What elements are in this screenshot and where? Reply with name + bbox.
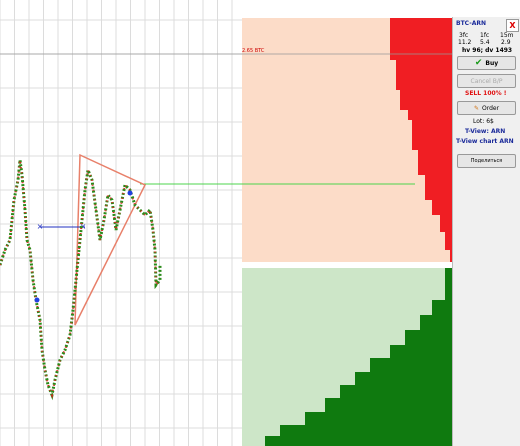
cancel-button[interactable]: Cancel B/P [457,74,516,88]
stat-value: 2.9 [501,39,511,46]
order-label: Order [481,104,500,112]
marker [127,190,133,196]
stat-header: 15m [500,32,514,39]
bids-depth [265,268,452,446]
close-button[interactable]: X [506,19,519,32]
order-button[interactable]: ✎ Order [457,101,516,115]
stat-value: 11.2 [458,39,472,46]
price-trace [0,159,162,401]
buy-label: Buy [485,59,499,67]
buy-button[interactable]: ✔ Buy [457,56,516,70]
cancel-label: Cancel B/P [470,77,503,85]
sell-status: SELL 100% ! [465,90,507,97]
stat-header: 1fc [480,32,490,39]
marker [34,297,40,303]
pair: BTC-ARN [456,20,486,27]
triangle-drawing [74,153,147,326]
share-label: Поделиться [470,158,503,164]
tview-chart-link[interactable]: T-View chart ARN [456,138,514,145]
stat-header: 3fc [459,32,469,39]
price-line-label: 2.65 BTC [242,48,265,54]
share-button[interactable]: Поделиться [457,154,516,168]
side-panel: BTC-ARN X 3fc 1fc 15m 11.2 5.4 2.9 hv 96… [452,17,520,446]
volume: hv 96; dv 1493 [462,47,513,54]
tview-link[interactable]: T-View: ARN [465,128,506,135]
asks-depth [390,18,452,262]
lot: Lot: 6$ [473,118,494,125]
x-mark: × [37,222,44,231]
stat-value: 5.4 [480,39,490,46]
x-mark: × [80,222,87,231]
